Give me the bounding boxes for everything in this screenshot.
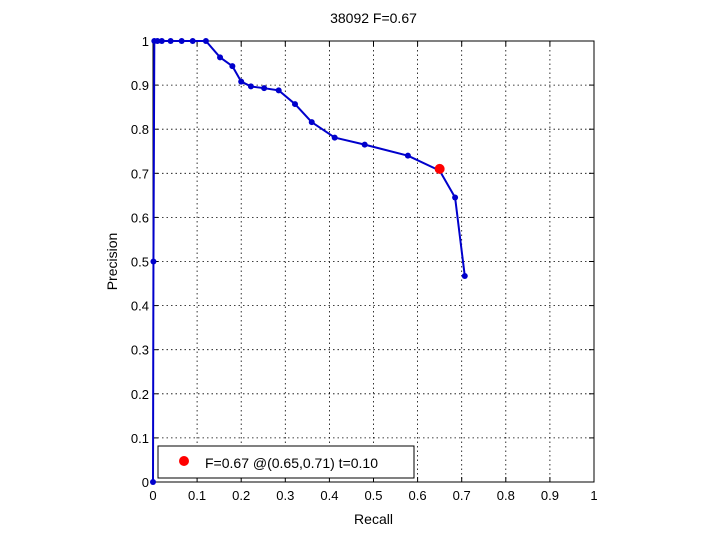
x-tick-label: 0.4 bbox=[320, 488, 338, 503]
pr-curve-point bbox=[361, 141, 368, 148]
y-tick-label: 0.3 bbox=[131, 343, 149, 358]
x-tick-labels: 0 0.1 0.2 0.3 0.4 0.5 0.6 0.7 0.8 0.9 1 bbox=[149, 488, 597, 503]
x-tick-label: 0.3 bbox=[276, 488, 294, 503]
legend-label: F=0.67 @(0.65,0.71) t=0.10 bbox=[205, 455, 378, 471]
x-tick-label: 0.1 bbox=[188, 488, 206, 503]
pr-curve-point bbox=[202, 38, 209, 44]
pr-curve-point bbox=[461, 273, 468, 280]
highlight-layer bbox=[434, 163, 445, 174]
pr-curve-point bbox=[158, 38, 165, 44]
x-tick-label: 0.8 bbox=[497, 488, 515, 503]
y-axis-label: Precision bbox=[104, 233, 120, 291]
pr-curve-point bbox=[178, 38, 185, 44]
x-tick-label: 0.6 bbox=[409, 488, 427, 503]
pr-curve-point bbox=[189, 38, 196, 44]
y-tick-label: 0 bbox=[142, 475, 149, 490]
pr-curve-point bbox=[247, 83, 254, 90]
grid bbox=[153, 41, 594, 482]
pr-curve-point bbox=[331, 134, 338, 141]
pr-curve-point bbox=[150, 479, 156, 485]
x-axis-label: Recall bbox=[354, 511, 393, 527]
y-tick-label: 0.5 bbox=[131, 255, 149, 270]
x-tick-label: 1 bbox=[590, 488, 597, 503]
pr-curve-point bbox=[167, 38, 174, 44]
y-tick-label: 0.2 bbox=[131, 387, 149, 402]
y-tick-label: 0.8 bbox=[131, 122, 149, 137]
pr-curve-point bbox=[404, 152, 411, 159]
pr-curve-point bbox=[292, 101, 299, 108]
y-tick-label: 0.4 bbox=[131, 299, 149, 314]
pr-curve-point bbox=[150, 258, 157, 265]
pr-curve-point bbox=[275, 87, 282, 94]
pr-curve-point bbox=[308, 119, 315, 126]
y-tick-label: 0.1 bbox=[131, 431, 149, 446]
axis-ticks bbox=[152, 40, 595, 483]
y-tick-label: 0.7 bbox=[131, 166, 149, 181]
legend-marker bbox=[179, 456, 189, 466]
legend: F=0.67 @(0.65,0.71) t=0.10 bbox=[157, 445, 415, 479]
x-tick-label: 0.9 bbox=[541, 488, 559, 503]
x-tick-label: 0.2 bbox=[232, 488, 250, 503]
pr-curve-point bbox=[452, 194, 459, 201]
y-tick-label: 0.6 bbox=[131, 210, 149, 225]
y-tick-labels: 0 0.1 0.2 0.3 0.4 0.5 0.6 0.7 0.8 0.9 1 bbox=[131, 34, 149, 490]
y-tick-label: 1 bbox=[142, 34, 149, 49]
legend-box bbox=[157, 445, 415, 479]
series-layer bbox=[150, 38, 468, 485]
pr-curve-point bbox=[261, 85, 268, 92]
pr-curve-point bbox=[229, 63, 236, 70]
x-tick-label: 0 bbox=[149, 488, 156, 503]
best-f-point bbox=[434, 163, 445, 174]
chart-title: 38092 F=0.67 bbox=[330, 10, 417, 26]
x-tick-label: 0.5 bbox=[364, 488, 382, 503]
y-tick-label: 0.9 bbox=[131, 78, 149, 93]
pr-curve-point bbox=[154, 38, 161, 44]
pr-curve-point bbox=[238, 78, 245, 85]
pr-curve-point bbox=[217, 54, 224, 61]
x-tick-label: 0.7 bbox=[453, 488, 471, 503]
